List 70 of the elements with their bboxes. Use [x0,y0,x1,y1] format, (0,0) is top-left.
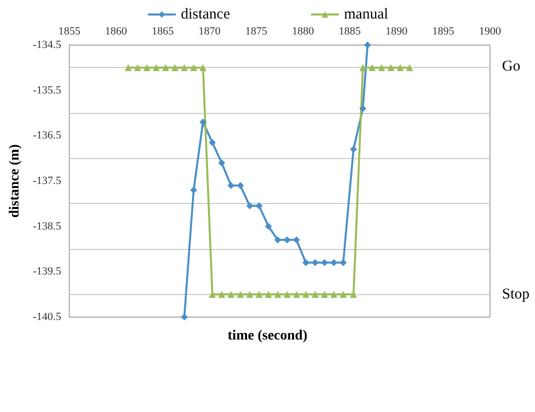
text: Go [502,58,520,74]
point [256,202,263,210]
point [246,290,254,298]
point [312,290,319,298]
x-tick-label: 1855 [58,26,81,38]
point [364,42,372,48]
point [264,290,272,298]
point [218,159,226,166]
point [312,259,319,266]
point [152,64,160,72]
point [330,259,338,266]
point [302,259,310,266]
point [292,290,300,298]
point [264,222,272,230]
x-tick-label: 1880 [292,26,315,38]
point [321,259,328,266]
point [180,314,188,320]
legend-label: distance [180,6,230,22]
point [359,64,366,72]
point [190,186,198,194]
point [340,290,347,298]
x-axis-title: time (second) [228,328,308,344]
point [256,290,263,298]
point [368,64,376,72]
x-tick-label: 1895 [432,26,455,38]
x-tick-label: 1890 [386,26,408,38]
x-tick-label: 1885 [338,26,362,38]
text: Stop [502,286,530,302]
x-tick-label: 1870 [198,26,222,38]
point [190,64,198,72]
y-tick-label: -134.5 [32,39,62,51]
point [171,64,178,72]
point [134,64,142,72]
point [162,64,170,72]
point [236,290,244,298]
point [284,236,291,244]
point [180,64,188,72]
y-tick-label: -137.5 [32,175,62,187]
y-tick-label: -140.5 [32,311,62,323]
point [302,290,310,298]
y-axis-title: distance (m) [8,144,22,218]
x-tick-label: 1900 [479,26,502,38]
point [330,290,338,298]
point [396,64,404,72]
legend-label: manual [344,6,388,22]
point [200,64,206,72]
x-tick-label: 1865 [152,26,174,38]
point [340,259,347,266]
y-tick-label: -136.5 [32,130,62,142]
point [208,138,216,146]
point [292,236,300,244]
point [246,202,254,210]
point [321,290,328,298]
point [387,64,394,72]
y-tick-label: -139.5 [32,266,62,278]
point [228,290,235,298]
point [359,104,366,112]
point [218,290,226,298]
y-tick-label: -135.5 [32,84,62,96]
point [124,64,132,72]
point [406,64,414,72]
point [274,236,282,244]
x-tick-label: 1860 [105,26,128,38]
point [378,64,386,72]
x-tick-label: 1875 [245,26,268,38]
point [274,290,282,298]
y-tick-label: -138.5 [32,220,62,232]
point [143,64,150,72]
point [284,290,291,298]
point [350,146,358,153]
